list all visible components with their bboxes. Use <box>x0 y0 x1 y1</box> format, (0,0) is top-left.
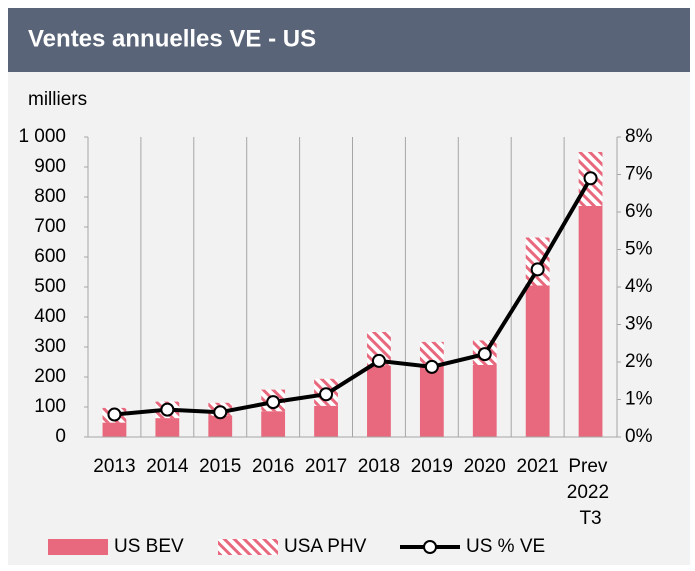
x-tick-label: 2013 <box>93 456 135 477</box>
y-tick-label: 900 <box>34 156 66 177</box>
bar <box>525 285 550 437</box>
y-tick-label: 300 <box>34 336 66 357</box>
line-marker <box>107 407 122 422</box>
line-marker <box>530 262 545 277</box>
x-tick-label: 2014 <box>146 456 189 477</box>
line-marker <box>477 347 492 362</box>
y-tick-label: 0 <box>55 426 66 447</box>
x-tick-label: 2015 <box>199 456 241 477</box>
bar <box>472 365 497 437</box>
y2-tick-label: 7% <box>625 164 653 185</box>
x-tick-label: 2017 <box>305 456 347 477</box>
y2-tick-label: 2% <box>625 351 653 372</box>
line-marker <box>266 395 281 410</box>
bar <box>155 418 180 437</box>
y-tick-label: 100 <box>34 396 66 417</box>
legend-label: US % VE <box>466 536 545 557</box>
x-tick-label: 2020 <box>464 456 506 477</box>
bar <box>208 415 233 437</box>
y-tick-label: 200 <box>34 366 66 387</box>
y2-tick-label: 8% <box>625 126 653 147</box>
panel-background <box>8 8 690 565</box>
y-tick-label: 700 <box>34 216 66 237</box>
y-tick-label: 500 <box>34 276 66 297</box>
line-marker <box>583 171 598 186</box>
line <box>114 177 593 417</box>
bar <box>314 405 338 437</box>
y2-tick-label: 6% <box>625 201 653 222</box>
x-tick-label: 2021 <box>517 456 559 477</box>
bar <box>419 365 444 437</box>
x-tick-label: 2018 <box>358 456 400 477</box>
chart-title: Ventes annuelles VE - US <box>28 25 316 52</box>
y-tick-label: 1 000 <box>18 126 66 147</box>
bar <box>367 365 391 437</box>
title-bar <box>8 8 690 72</box>
bar <box>261 411 286 437</box>
y-tick-label: 400 <box>34 306 66 327</box>
line-marker <box>213 405 228 420</box>
y-tick-label: 800 <box>34 186 66 207</box>
bar <box>102 422 127 437</box>
legend-marker <box>423 540 437 554</box>
bar <box>525 237 550 286</box>
y-axis-label: milliers <box>28 89 87 110</box>
line-marker <box>424 359 439 374</box>
y-tick-label: 600 <box>34 246 66 267</box>
legend-label: USA PHV <box>284 536 367 557</box>
line-marker <box>371 353 386 368</box>
bar <box>578 206 603 437</box>
x-tick-label: Prev 2022 T3 <box>567 456 615 529</box>
line-marker <box>319 387 334 402</box>
legend-label: US BEV <box>114 536 184 557</box>
x-tick-label: 2016 <box>252 456 294 477</box>
x-tick-label: 2019 <box>411 456 453 477</box>
legend-swatch <box>218 539 278 555</box>
y2-tick-label: 1% <box>625 389 653 410</box>
y2-tick-label: 5% <box>625 239 653 260</box>
legend-swatch <box>48 539 108 555</box>
y2-tick-label: 4% <box>625 276 653 297</box>
bar <box>419 341 444 365</box>
line-marker <box>160 402 175 417</box>
y2-tick-label: 3% <box>625 314 653 335</box>
y2-tick-label: 0% <box>625 426 653 447</box>
